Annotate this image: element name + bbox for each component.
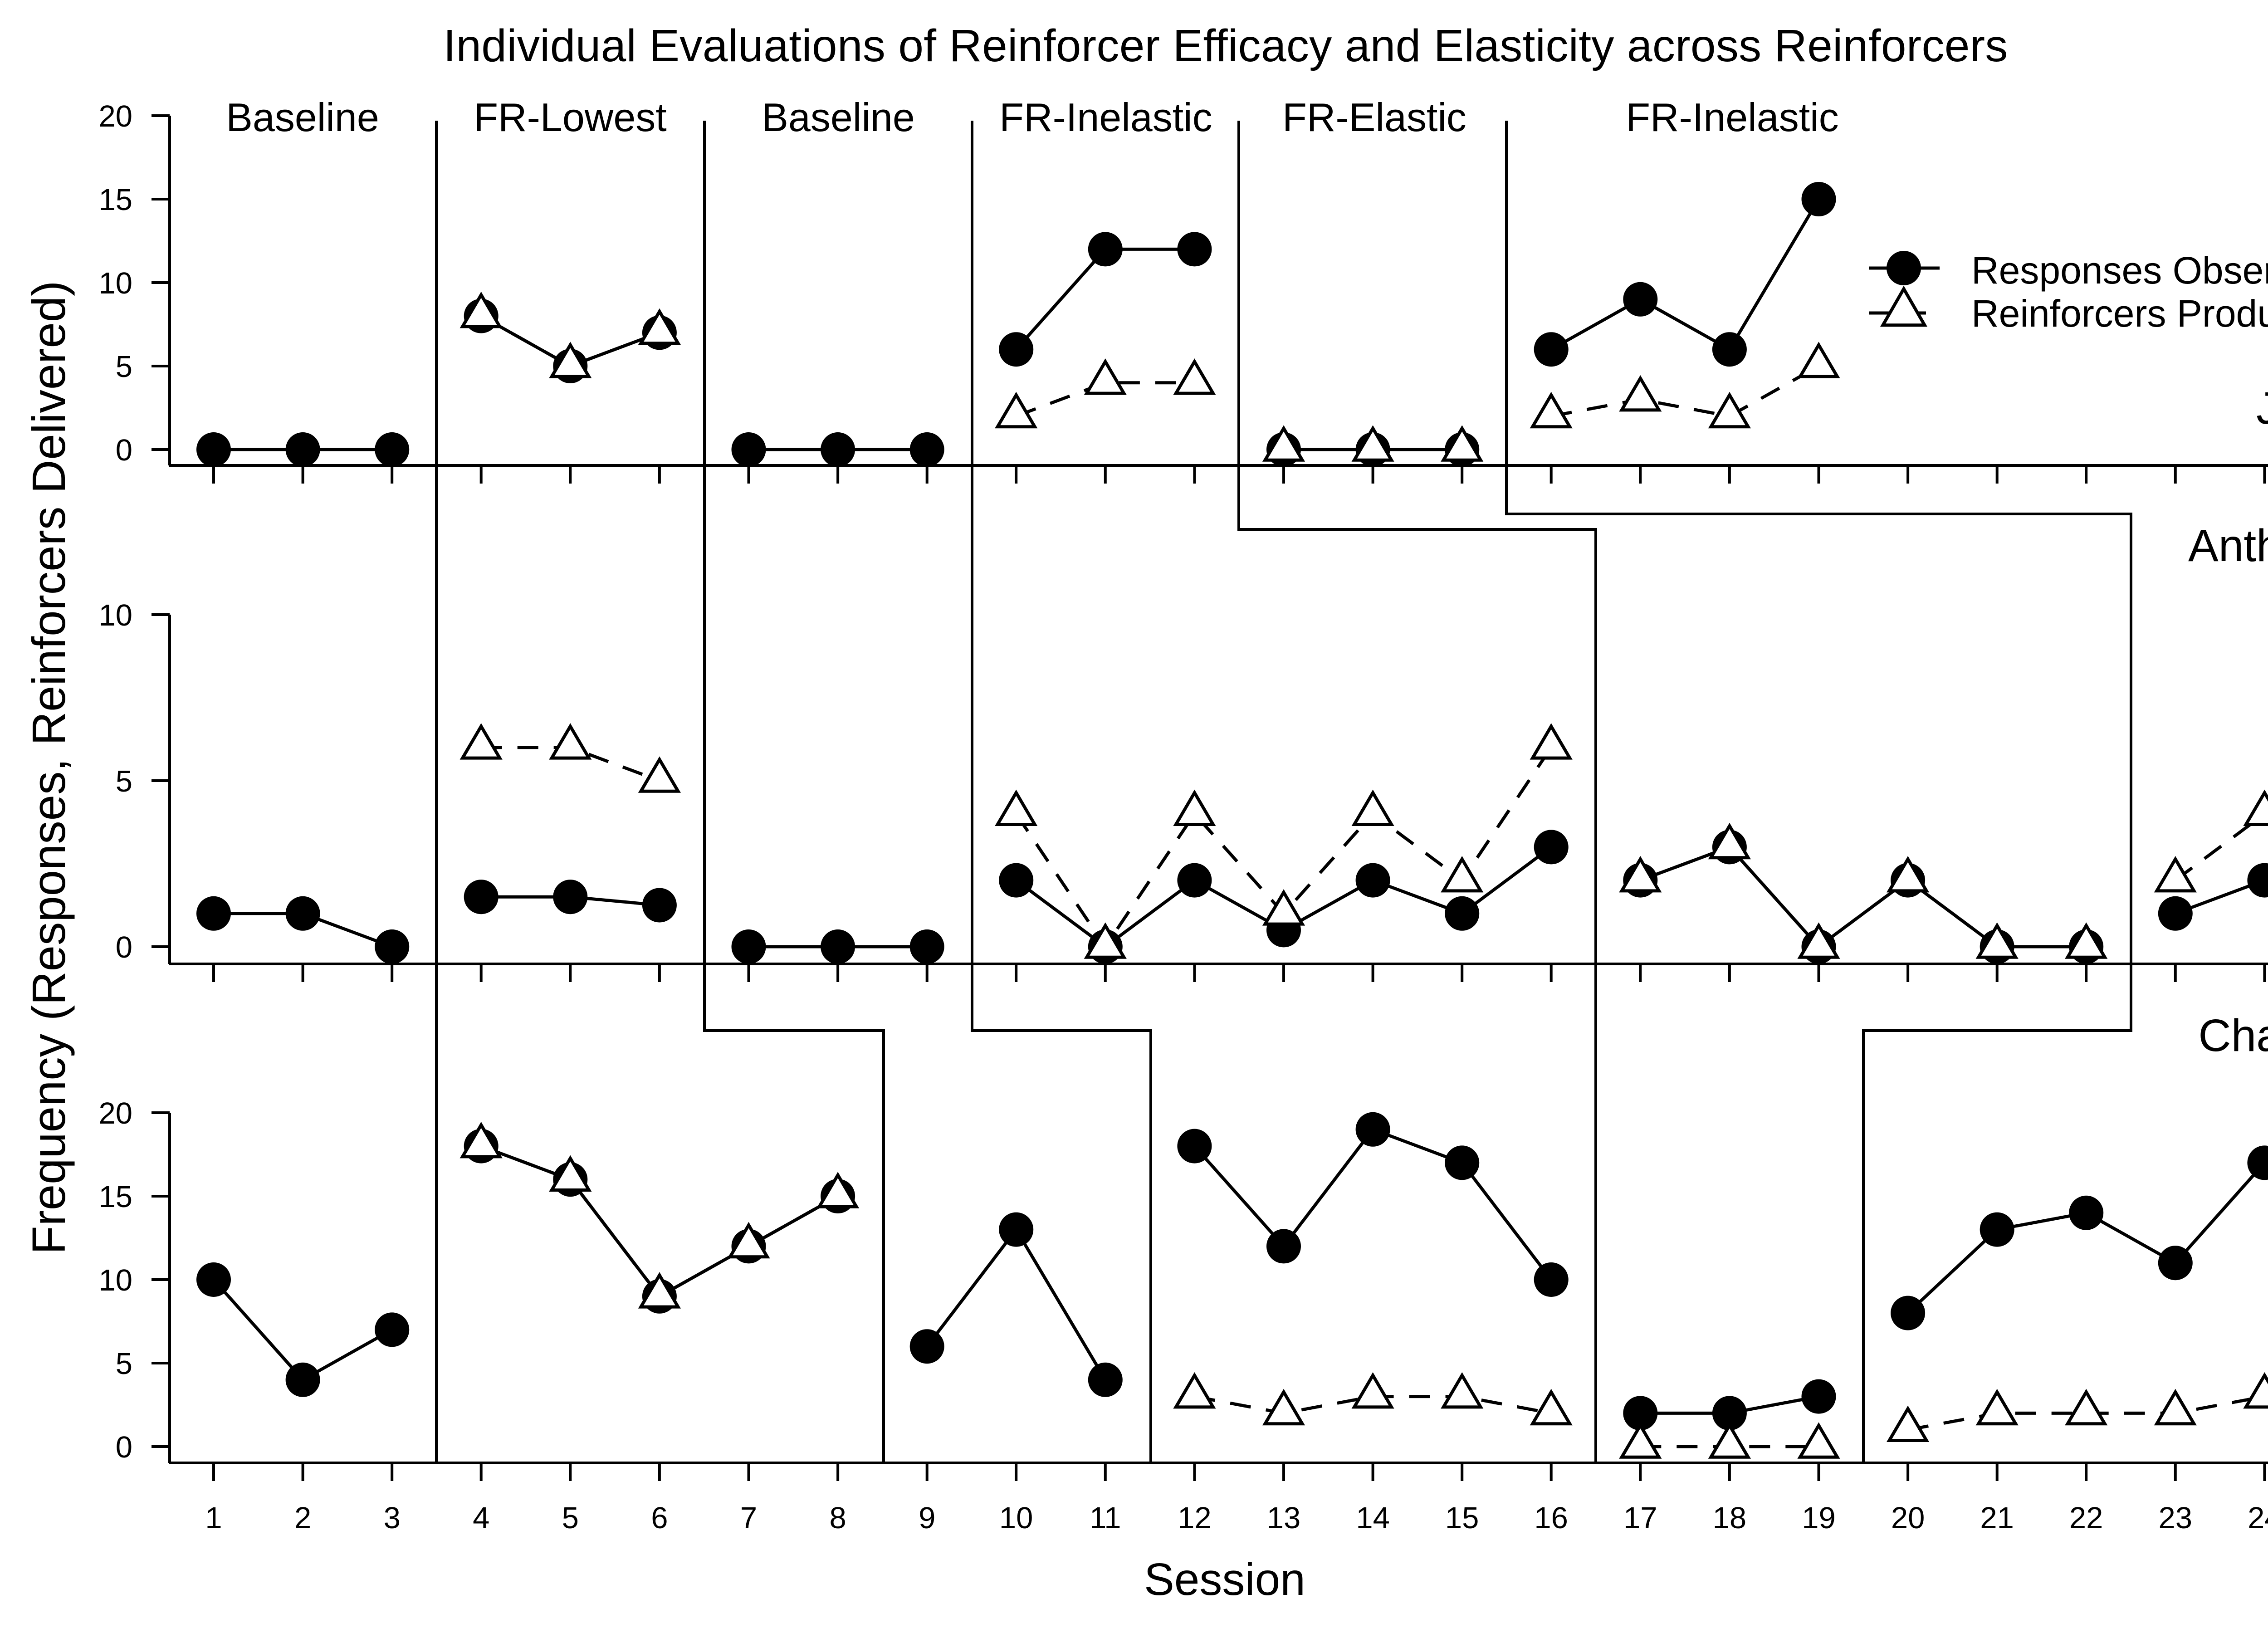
svg-text:12: 12 <box>1178 1501 1212 1535</box>
svg-text:17: 17 <box>1623 1501 1657 1535</box>
svg-text:0: 0 <box>116 1430 132 1464</box>
svg-text:20: 20 <box>98 1096 132 1130</box>
svg-text:5: 5 <box>562 1501 579 1535</box>
svg-text:22: 22 <box>2069 1501 2103 1535</box>
svg-text:7: 7 <box>740 1501 757 1535</box>
svg-text:8: 8 <box>829 1501 846 1535</box>
svg-text:24: 24 <box>2248 1501 2268 1535</box>
svg-text:1: 1 <box>205 1501 222 1535</box>
svg-text:13: 13 <box>1267 1501 1301 1535</box>
svg-text:2: 2 <box>294 1501 311 1535</box>
svg-text:10: 10 <box>98 1263 132 1297</box>
svg-text:20: 20 <box>98 99 132 133</box>
svg-text:21: 21 <box>1980 1501 2014 1535</box>
svg-text:6: 6 <box>651 1501 668 1535</box>
svg-text:Reinforcers Produced: Reinforcers Produced <box>1971 292 2268 335</box>
svg-text:Anthony: Anthony <box>2188 520 2268 571</box>
svg-text:Charles: Charles <box>2198 1010 2268 1061</box>
svg-text:11: 11 <box>1090 1501 1121 1535</box>
svg-text:John: John <box>2256 383 2268 434</box>
svg-text:18: 18 <box>1713 1501 1747 1535</box>
svg-text:FR-Elastic: FR-Elastic <box>1282 95 1466 140</box>
svg-text:0: 0 <box>116 930 132 964</box>
svg-text:Baseline: Baseline <box>226 95 379 140</box>
svg-text:Session: Session <box>1144 1554 1305 1605</box>
svg-text:16: 16 <box>1534 1501 1568 1535</box>
svg-text:10: 10 <box>98 598 132 632</box>
svg-text:10: 10 <box>999 1501 1033 1535</box>
svg-text:5: 5 <box>116 1347 132 1381</box>
svg-text:20: 20 <box>1891 1501 1925 1535</box>
svg-text:Baseline: Baseline <box>762 95 915 140</box>
svg-text:3: 3 <box>384 1501 401 1535</box>
svg-text:9: 9 <box>919 1501 935 1535</box>
svg-text:FR-Lowest: FR-Lowest <box>474 95 666 140</box>
svg-text:4: 4 <box>473 1501 489 1535</box>
svg-text:0: 0 <box>116 433 132 467</box>
svg-text:Frequency (Responses, Reinforc: Frequency (Responses, Reinforcers Delive… <box>23 281 75 1255</box>
svg-text:15: 15 <box>98 1180 132 1214</box>
svg-text:15: 15 <box>1445 1501 1479 1535</box>
svg-text:10: 10 <box>98 266 132 300</box>
svg-text:FR-Inelastic: FR-Inelastic <box>1626 95 1838 140</box>
svg-text:5: 5 <box>116 350 132 384</box>
svg-text:15: 15 <box>98 183 132 217</box>
svg-text:19: 19 <box>1802 1501 1836 1535</box>
svg-text:Responses Observed: Responses Observed <box>1971 249 2268 292</box>
svg-text:5: 5 <box>116 764 132 798</box>
svg-text:23: 23 <box>2159 1501 2193 1535</box>
svg-text:FR-Inelastic: FR-Inelastic <box>999 95 1212 140</box>
svg-text:14: 14 <box>1356 1501 1390 1535</box>
svg-text:Individual Evaluations of Rein: Individual Evaluations of Reinforcer Eff… <box>443 20 2008 71</box>
